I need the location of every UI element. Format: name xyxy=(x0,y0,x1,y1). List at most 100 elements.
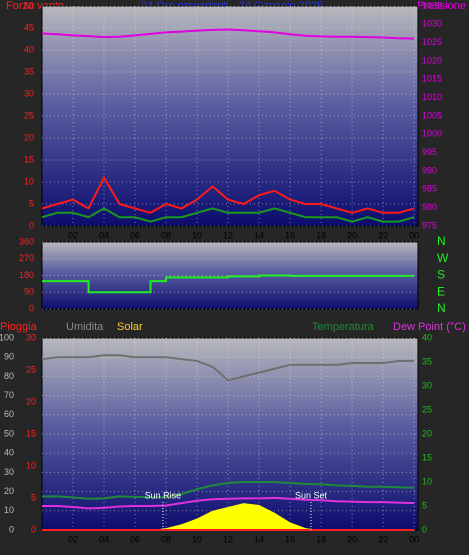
x-tick-label: 18 xyxy=(316,230,326,240)
x-tick-label: 02 xyxy=(68,230,78,240)
y-tick-label: 1010 xyxy=(422,92,442,102)
plot-area xyxy=(41,5,419,227)
y-tick-label: 1000 xyxy=(422,129,442,139)
y-tick-label: 0 xyxy=(29,220,34,230)
line xyxy=(41,207,415,223)
y-tick-label: 990 xyxy=(422,165,437,175)
y-tick-label: 20 xyxy=(422,428,432,438)
y-tick-label: 975 xyxy=(422,220,437,230)
line xyxy=(42,496,415,510)
y-tick-label: 90 xyxy=(4,352,14,362)
y-tick-label: 100 xyxy=(0,332,14,342)
x-tick-label: 12 xyxy=(223,534,233,544)
y-tick-label: 0 xyxy=(9,524,14,534)
y-tick-label: 270 xyxy=(19,253,34,263)
y-tick-label: 15 xyxy=(26,428,36,438)
y-tick-label: 5 xyxy=(31,492,36,502)
x-tick-label: 22 xyxy=(378,534,388,544)
y-tick-label: 25 xyxy=(26,364,36,374)
y-tick-label: 995 xyxy=(422,147,437,157)
x-tick-label: 04 xyxy=(99,230,109,240)
y-tick-label: 10 xyxy=(422,476,432,486)
x-tick-label: 00 xyxy=(409,230,419,240)
y-tick-label: 985 xyxy=(422,184,437,194)
y-tick-label: 25 xyxy=(422,404,432,414)
legend-label: Forza vento xyxy=(6,0,64,12)
legend-label: Dew Point (°C) xyxy=(393,321,466,333)
y-tick-label: 45 xyxy=(24,22,34,32)
y-tick-label: N xyxy=(437,301,446,315)
x-tick-label: 08 xyxy=(161,230,171,240)
y-tick-label: 30 xyxy=(4,467,14,477)
y-tick-label: 180 xyxy=(19,270,34,280)
y-tick-label: 10 xyxy=(26,460,36,470)
y-tick-label: 50 xyxy=(4,428,14,438)
y-tick-label: E xyxy=(437,284,445,298)
y-tick-label: N xyxy=(437,234,446,248)
legend-label: Solar xyxy=(117,321,143,333)
y-tick-label: 70 xyxy=(4,390,14,400)
y-tick-label: 1030 xyxy=(422,19,442,29)
y-tick-label: 15 xyxy=(24,154,34,164)
y-tick-label: 30 xyxy=(422,380,432,390)
x-tick-label: 18 xyxy=(316,534,326,544)
y-tick-label: 0 xyxy=(29,303,34,313)
y-tick-label: 0 xyxy=(31,524,36,534)
y-tick-label: 1015 xyxy=(422,74,442,84)
y-tick-label: 35 xyxy=(24,66,34,76)
y-tick-label: 25 xyxy=(24,110,34,120)
y-tick-label: W xyxy=(437,251,449,265)
x-tick-label: 10 xyxy=(192,534,202,544)
y-tick-label: 20 xyxy=(4,486,14,496)
y-tick-label: 5 xyxy=(29,198,34,208)
y-tick-label: 60 xyxy=(4,409,14,419)
x-tick-label: 04 xyxy=(99,534,109,544)
x-tick-label: 20 xyxy=(347,230,357,240)
area xyxy=(42,503,415,530)
line xyxy=(41,354,415,382)
x-tick-label: 12 xyxy=(223,230,233,240)
y-tick-label: 40 xyxy=(4,448,14,458)
y-tick-label: 10 xyxy=(4,505,14,515)
x-tick-label: 10 xyxy=(192,230,202,240)
line xyxy=(41,28,415,40)
y-tick-label: 30 xyxy=(26,332,36,342)
y-tick-label: 35 xyxy=(422,356,432,366)
x-tick-label: 16 xyxy=(285,230,295,240)
x-tick-label: 08 xyxy=(161,534,171,544)
annotation: Sun Rise xyxy=(145,490,182,500)
y-tick-label: 5 xyxy=(422,500,427,510)
y-tick-label: 1025 xyxy=(422,37,442,47)
y-tick-label: 1020 xyxy=(422,55,442,65)
line xyxy=(41,175,415,214)
y-tick-label: 0 xyxy=(422,524,427,534)
legend-label: Pressione xyxy=(417,0,466,12)
x-tick-label: 14 xyxy=(254,230,264,240)
y-tick-label: 40 xyxy=(422,332,432,342)
x-tick-label: 00 xyxy=(409,534,419,544)
y-tick-label: 360 xyxy=(19,236,34,246)
y-tick-label: 1005 xyxy=(422,110,442,120)
x-tick-label: 16 xyxy=(285,534,295,544)
x-tick-label: 06 xyxy=(130,230,140,240)
y-tick-label: S xyxy=(437,268,445,282)
line xyxy=(42,481,415,500)
x-tick-label: 06 xyxy=(130,534,140,544)
y-tick-label: 90 xyxy=(24,287,34,297)
y-tick-label: 80 xyxy=(4,371,14,381)
y-tick-label: 1035 xyxy=(422,0,442,10)
legend-label: Pioggia xyxy=(0,321,38,333)
y-tick-label: 10 xyxy=(24,176,34,186)
line xyxy=(42,274,415,294)
x-tick-label: 14 xyxy=(254,534,264,544)
y-tick-label: 20 xyxy=(24,132,34,142)
y-tick-label: 50 xyxy=(24,0,34,10)
y-tick-label: 40 xyxy=(24,44,34,54)
legend-label: Temperatura xyxy=(312,321,375,333)
y-tick-label: 15 xyxy=(422,452,432,462)
x-tick-label: 20 xyxy=(347,534,357,544)
x-tick-label: 02 xyxy=(68,534,78,544)
y-tick-label: 30 xyxy=(24,88,34,98)
y-tick-label: 980 xyxy=(422,202,437,212)
